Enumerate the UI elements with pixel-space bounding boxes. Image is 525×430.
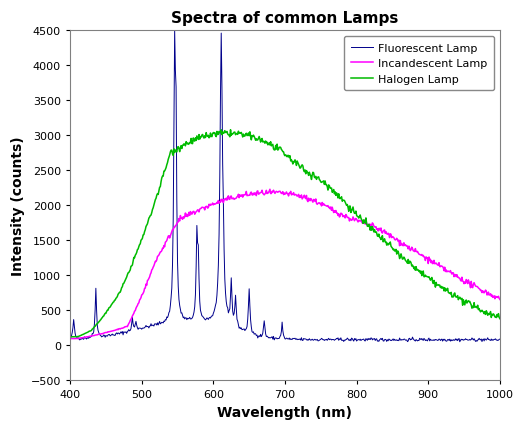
Legend: Fluorescent Lamp, Incandescent Lamp, Halogen Lamp: Fluorescent Lamp, Incandescent Lamp, Hal… <box>344 37 495 91</box>
Incandescent Lamp <box>497 297 503 302</box>
Fluorescent Lamp <box>469 337 476 342</box>
Halogen Lamp <box>484 310 490 315</box>
Halogen Lamp <box>410 264 416 270</box>
Incandescent Lamp <box>469 285 475 290</box>
Incandescent Lamp <box>147 272 153 277</box>
Incandescent Lamp <box>267 187 273 192</box>
Title: Spectra of common Lamps: Spectra of common Lamps <box>171 11 398 26</box>
Fluorescent Lamp <box>209 313 216 319</box>
Halogen Lamp <box>147 213 153 218</box>
Halogen Lamp <box>209 135 215 140</box>
Halogen Lamp <box>67 335 73 340</box>
Halogen Lamp <box>497 316 503 322</box>
Fluorescent Lamp <box>147 324 153 329</box>
Halogen Lamp <box>227 128 234 133</box>
Fluorescent Lamp <box>410 336 416 341</box>
Incandescent Lamp <box>410 249 416 254</box>
Fluorescent Lamp <box>485 335 491 341</box>
Incandescent Lamp <box>484 293 490 298</box>
Fluorescent Lamp <box>94 323 100 328</box>
Fluorescent Lamp <box>67 335 73 341</box>
X-axis label: Wavelength (nm): Wavelength (nm) <box>217 405 352 419</box>
Fluorescent Lamp <box>497 337 503 342</box>
Incandescent Lamp <box>67 336 73 341</box>
Halogen Lamp <box>469 306 475 311</box>
Fluorescent Lamp <box>457 339 463 344</box>
Fluorescent Lamp <box>172 29 178 34</box>
Halogen Lamp <box>94 321 100 326</box>
Y-axis label: Intensity (counts): Intensity (counts) <box>11 136 25 276</box>
Incandescent Lamp <box>209 203 215 208</box>
Line: Incandescent Lamp: Incandescent Lamp <box>70 190 500 339</box>
Incandescent Lamp <box>94 332 100 338</box>
Line: Halogen Lamp: Halogen Lamp <box>70 130 500 337</box>
Line: Fluorescent Lamp: Fluorescent Lamp <box>70 31 500 342</box>
